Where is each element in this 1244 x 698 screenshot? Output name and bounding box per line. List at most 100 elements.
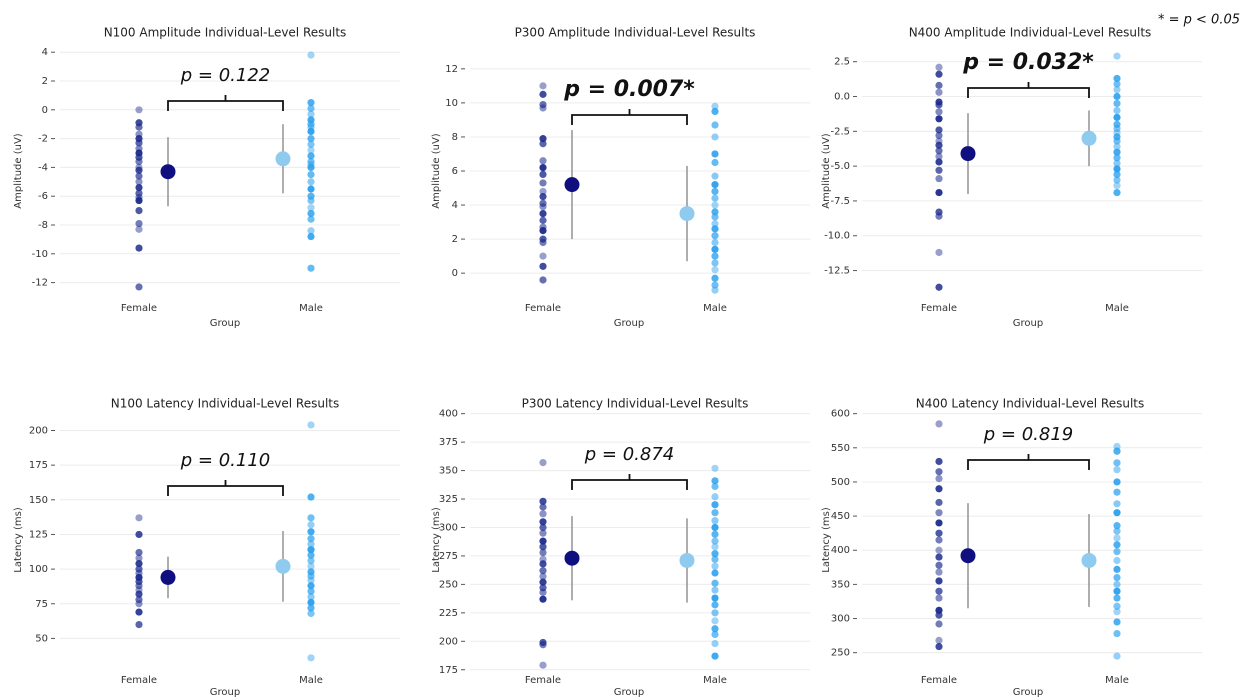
data-point: [1113, 459, 1121, 467]
y-tick-label: -5.0: [830, 161, 850, 172]
data-point: [539, 537, 547, 545]
bracket: [967, 454, 1090, 470]
data-point: [1113, 548, 1121, 556]
y-tick-label: -7.5: [830, 196, 850, 207]
data-point: [711, 464, 719, 472]
data-point: [135, 582, 143, 590]
data-point: [711, 187, 719, 196]
data-point: [711, 225, 719, 233]
data-point: [711, 509, 719, 517]
y-tick-label: -10: [32, 249, 48, 260]
data-point: [539, 104, 547, 112]
data-point: [135, 139, 143, 147]
data-point: [711, 194, 719, 202]
y-tick-label: 375: [439, 437, 458, 448]
chart-title: P300 Amplitude Individual-Level Results: [515, 26, 756, 40]
data-point: [711, 245, 719, 253]
data-point: [307, 654, 315, 662]
data-point: [307, 528, 315, 536]
data-point: [1113, 165, 1121, 173]
panel: P300 Amplitude Individual-Level Results 0…: [431, 26, 810, 329]
data-point: [1113, 92, 1121, 101]
data-point: [135, 600, 143, 608]
data-point: [307, 593, 315, 601]
data-point: [711, 617, 719, 625]
chart-title: N100 Amplitude Individual-Level Results: [104, 26, 347, 40]
y-tick-label: 125: [29, 529, 48, 540]
data-point: [935, 70, 943, 78]
data-point: [711, 266, 719, 274]
y-tick-label: 300: [831, 614, 850, 625]
data-point: [711, 555, 719, 563]
data-point: [307, 609, 315, 618]
x-axis-label: Group: [210, 318, 240, 329]
chart-title: N100 Latency Individual-Level Results: [111, 397, 340, 411]
data-point: [935, 63, 943, 71]
data-point: [711, 286, 719, 294]
p-value-annotation: p = 0.110: [180, 450, 270, 471]
data-point: [539, 140, 547, 148]
data-point: [935, 553, 943, 561]
data-point: [711, 274, 719, 282]
data-point: [307, 557, 315, 565]
data-point: [307, 146, 315, 154]
data-point: [307, 264, 315, 272]
data-point: [935, 546, 943, 554]
y-tick-label: 200: [29, 425, 48, 436]
data-point: [711, 594, 719, 602]
data-point: [307, 185, 315, 193]
data-point: [539, 90, 547, 98]
data-point: [539, 595, 547, 603]
data-point: [539, 578, 547, 586]
bracket: [167, 95, 284, 111]
y-tick-label: -2.5: [830, 126, 850, 137]
y-tick-label: 450: [831, 511, 850, 522]
data-point: [711, 586, 719, 594]
data-point: [935, 175, 943, 183]
x-tick-label: Female: [921, 303, 957, 314]
data-point: [307, 546, 315, 554]
data-point: [711, 281, 719, 289]
data-point: [1113, 618, 1121, 626]
data-point: [135, 106, 143, 114]
panel: N100 Latency Individual-Level Results 50 7…: [13, 397, 400, 698]
data-point: [135, 183, 143, 192]
data-point: [711, 121, 719, 129]
y-axis-label: Latency (ms): [431, 507, 442, 573]
data-point: [539, 503, 547, 511]
data-point: [135, 548, 143, 557]
data-point: [711, 102, 719, 110]
data-point: [539, 179, 547, 187]
data-point: [307, 127, 315, 135]
data-point: [935, 283, 943, 291]
p-value-annotation: p = 0.874: [584, 444, 674, 465]
data-point: [135, 244, 143, 252]
mean-point: [1081, 130, 1097, 146]
data-point: [1113, 573, 1121, 582]
data-point: [1113, 534, 1121, 542]
data-point: [711, 150, 719, 158]
data-point: [135, 283, 143, 291]
data-point: [307, 521, 315, 529]
y-tick-label: 0: [452, 268, 458, 279]
data-point: [307, 110, 315, 118]
data-point: [1113, 478, 1121, 486]
data-point: [1113, 500, 1121, 508]
data-point: [135, 554, 143, 562]
data-point: [935, 81, 943, 89]
bracket: [571, 109, 688, 125]
data-point: [539, 661, 547, 669]
y-tick-label: 350: [831, 579, 850, 590]
data-point: [711, 493, 719, 501]
y-tick-label: 75: [35, 599, 48, 610]
y-tick-label: 250: [439, 579, 458, 590]
data-point: [935, 457, 943, 466]
y-tick-label: 250: [831, 648, 850, 659]
data-point: [711, 172, 719, 180]
data-point: [1113, 488, 1121, 496]
data-point: [935, 126, 943, 134]
y-tick-label: -10.0: [824, 231, 850, 242]
chart-title: N400 Amplitude Individual-Level Results: [909, 26, 1152, 40]
y-axis-label: Latency (ms): [13, 507, 24, 573]
